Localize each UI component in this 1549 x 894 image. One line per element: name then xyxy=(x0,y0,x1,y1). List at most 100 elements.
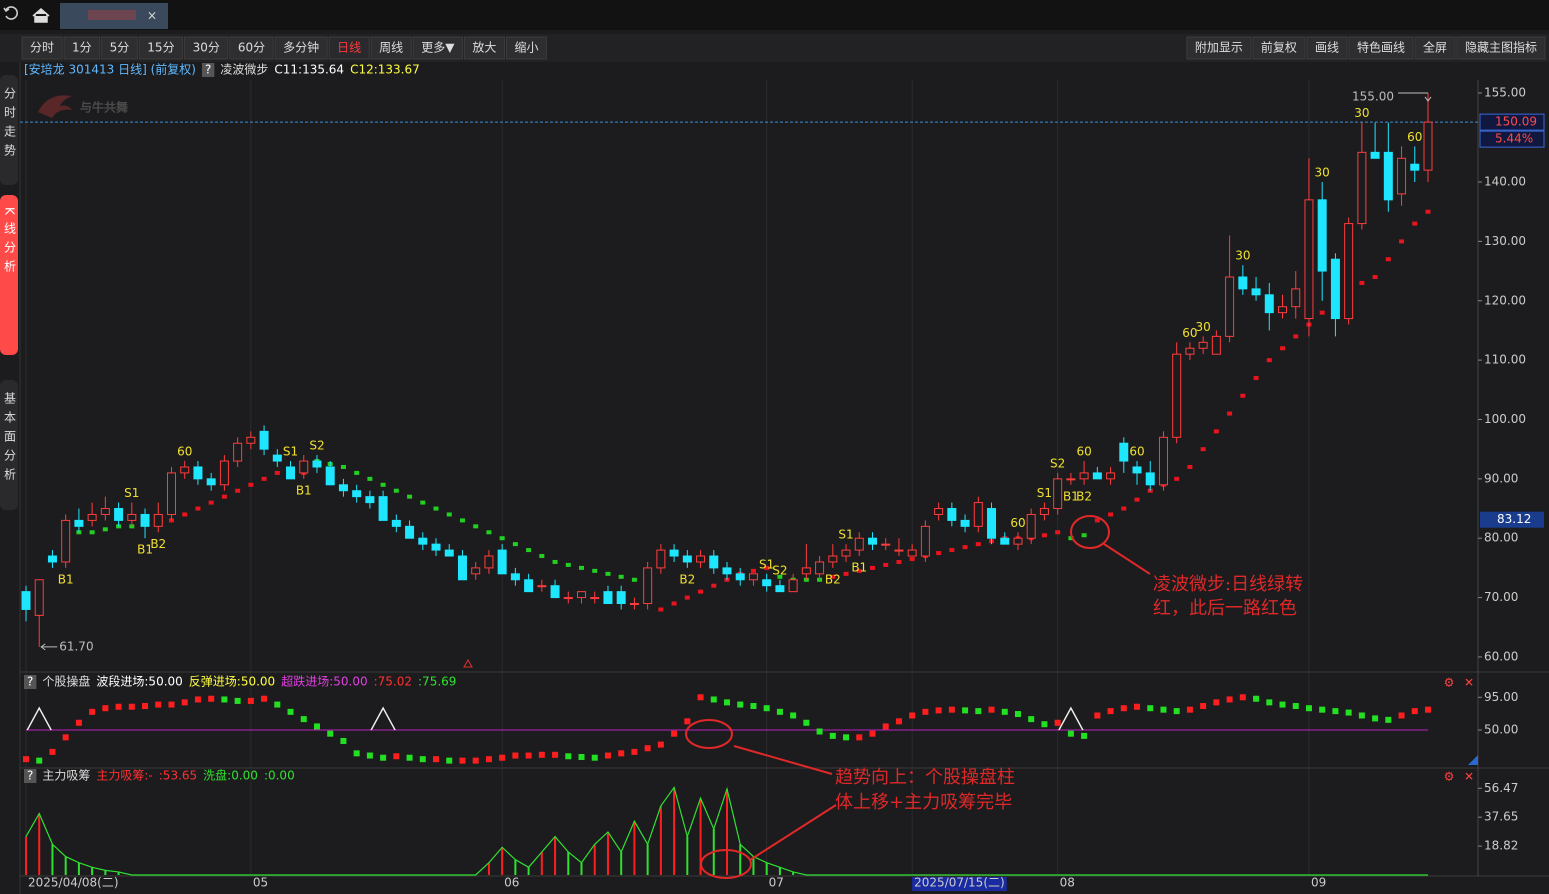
indicator-dot xyxy=(618,750,625,757)
indicator-dot xyxy=(1279,701,1286,708)
toolbar-label[interactable]: 分时 xyxy=(30,41,54,55)
toolbar-label[interactable]: 多分钟 xyxy=(283,40,319,55)
trail-dot xyxy=(473,524,479,529)
toolbar-button[interactable] xyxy=(463,36,505,60)
sidebar-tab[interactable] xyxy=(0,75,18,185)
candle-body xyxy=(788,579,798,593)
toolbar-label[interactable]: 60分 xyxy=(238,41,265,55)
toolbar-label[interactable]: 周线 xyxy=(379,41,403,55)
sidebar-label[interactable]: K线分析 xyxy=(3,207,17,279)
indicator-dot xyxy=(128,703,135,710)
indicator-dot xyxy=(1332,708,1339,715)
toolbar-label[interactable]: 5分 xyxy=(110,41,130,55)
toolbar-button[interactable] xyxy=(1186,36,1252,60)
trail-dot xyxy=(195,506,201,511)
indicator-dot xyxy=(1134,703,1141,710)
sidebar-label[interactable]: 基本面分析 xyxy=(3,392,17,487)
indicator-dot xyxy=(1107,708,1114,715)
candle-body xyxy=(457,555,467,581)
toolbar-button[interactable] xyxy=(1306,36,1348,60)
toolbar-button[interactable] xyxy=(1252,36,1306,60)
toolbar-button[interactable] xyxy=(328,36,370,60)
toolbar-label[interactable]: 日线 xyxy=(337,41,361,55)
trail-dot xyxy=(182,512,188,517)
toolbar-button[interactable] xyxy=(229,36,274,60)
toolbar-label[interactable]: 前复权 xyxy=(1261,40,1297,55)
indicator-dot xyxy=(380,754,387,761)
candle-body xyxy=(87,513,97,521)
candle-body xyxy=(1370,151,1380,159)
sidebar-tab[interactable] xyxy=(0,380,18,510)
candle-body xyxy=(405,525,415,539)
indicator-dot xyxy=(644,745,651,752)
trail-dot xyxy=(1412,221,1418,226)
candle-body xyxy=(391,519,401,527)
toolbar-label[interactable]: 附加显示 xyxy=(1195,41,1243,55)
candle-body xyxy=(259,430,269,450)
back-icon[interactable] xyxy=(3,6,18,20)
indicator-dot xyxy=(790,712,797,719)
toolbar-label[interactable]: 放大 xyxy=(472,40,496,55)
candle-body xyxy=(894,549,904,552)
toolbar-label[interactable]: 30分 xyxy=(193,41,220,55)
toolbar-label[interactable]: 画线 xyxy=(1315,41,1339,55)
trail-dot xyxy=(658,607,664,612)
indicator-dot xyxy=(684,718,691,725)
toolbar-button[interactable] xyxy=(274,36,328,60)
indicator-header: 主力吸筹 xyxy=(42,769,90,783)
candle-body xyxy=(775,585,785,593)
indicator-dot xyxy=(803,719,810,726)
toolbar-label[interactable]: 15分 xyxy=(147,41,174,55)
toolbar-button[interactable] xyxy=(412,36,463,60)
panel-icon[interactable]: ⚙ xyxy=(1444,676,1455,690)
indicator-dot xyxy=(23,756,29,763)
indicator-dot xyxy=(261,695,268,702)
indicator-dot xyxy=(1226,696,1233,703)
toolbar-button[interactable] xyxy=(1348,36,1414,60)
trail-dot xyxy=(552,559,558,564)
indicator-dot xyxy=(525,752,532,759)
candle-body xyxy=(656,549,666,569)
sidebar-label[interactable]: 分时走势 xyxy=(3,87,17,163)
candle-body xyxy=(1092,472,1102,480)
candle-body xyxy=(616,591,626,605)
toolbar-label[interactable]: 全屏 xyxy=(1423,40,1447,55)
signal-label: S1 xyxy=(759,557,774,571)
y-tick-label: 56.47 xyxy=(1484,781,1518,795)
toolbar-button[interactable] xyxy=(1456,36,1546,60)
indicator-dot xyxy=(1345,709,1352,716)
home-icon[interactable] xyxy=(32,8,50,23)
candle-body xyxy=(193,466,203,480)
toolbar-button[interactable] xyxy=(21,36,63,60)
toolbar-button[interactable] xyxy=(101,36,138,60)
signal-label: 60 xyxy=(1076,445,1091,459)
toolbar-label[interactable]: 特色画线 xyxy=(1357,40,1405,55)
signal-label: S2 xyxy=(309,439,324,453)
indicator-dot xyxy=(856,734,863,741)
toolbar-label[interactable]: 隐藏主图指标 xyxy=(1465,40,1537,55)
toolbar-button[interactable] xyxy=(1414,36,1456,60)
indicator-dot xyxy=(208,695,215,702)
indicator-dot xyxy=(499,754,506,761)
toolbar-label[interactable]: 更多▼ xyxy=(421,41,455,55)
panel-icon[interactable]: ✕ xyxy=(1464,676,1474,690)
toolbar-label[interactable]: 1分 xyxy=(72,41,92,55)
indicator-dot xyxy=(102,705,109,712)
indicator-dot xyxy=(1200,703,1207,710)
callout-ellipse xyxy=(685,719,733,749)
toolbar-label[interactable]: 缩小 xyxy=(514,40,538,55)
indicator-dot xyxy=(1292,703,1299,710)
toolbar-button[interactable] xyxy=(184,36,229,60)
panel-icon[interactable]: ✕ xyxy=(1464,770,1474,784)
toolbar-button[interactable] xyxy=(370,36,412,60)
panel-icon[interactable]: ⚙ xyxy=(1444,770,1455,784)
tab-close[interactable]: × xyxy=(147,9,157,23)
candle-body xyxy=(1198,341,1208,349)
toolbar-button[interactable] xyxy=(63,36,101,60)
sidebar-tab[interactable] xyxy=(0,195,18,355)
candle-body xyxy=(21,591,31,610)
toolbar-button[interactable] xyxy=(138,36,184,60)
toolbar-button[interactable] xyxy=(505,36,547,60)
indicator-dot xyxy=(419,756,426,763)
